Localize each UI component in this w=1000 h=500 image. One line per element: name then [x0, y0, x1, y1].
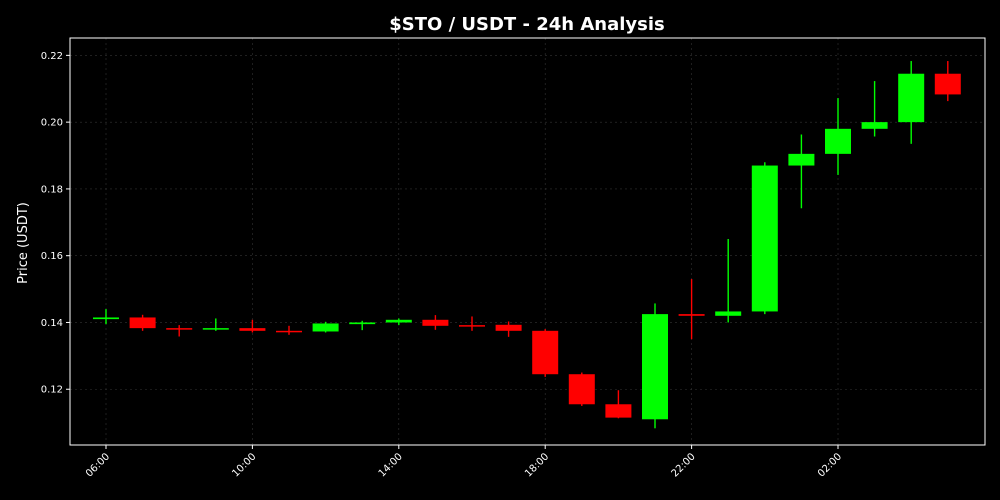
candle-0600	[93, 309, 119, 325]
candle-2300	[715, 238, 742, 323]
candle-1300	[349, 320, 376, 331]
x-axis-ticks: 06:00 10:00 14:00 18:00 22:00 02:00	[84, 445, 844, 480]
candle-body	[202, 328, 229, 330]
candle-0100	[788, 134, 815, 209]
candle-body	[751, 165, 778, 312]
candle-body	[898, 73, 925, 123]
y-tick-label: 0.18	[41, 184, 63, 195]
y-tick-label: 0.12	[41, 385, 63, 396]
candle-0800	[166, 325, 193, 337]
candle-body	[129, 317, 156, 329]
candle-body	[349, 322, 376, 325]
candle-1400	[385, 318, 412, 326]
candle-body	[495, 324, 522, 331]
candle-body	[934, 73, 961, 95]
candle-body	[678, 314, 705, 316]
candle-2100	[642, 303, 668, 429]
x-tick-label: 10:00	[230, 451, 258, 479]
candle-body	[532, 330, 559, 375]
candle-1700	[495, 321, 522, 337]
candle-0000	[751, 162, 778, 315]
candle-body	[93, 317, 119, 320]
candle-0400	[898, 61, 925, 144]
candle-body	[642, 314, 668, 420]
x-tick-label: 14:00	[377, 451, 405, 479]
candle-body	[459, 325, 485, 327]
candle-1100	[276, 325, 302, 335]
y-tick-label: 0.22	[41, 51, 63, 62]
candle-0900	[202, 318, 229, 331]
candle-1800	[532, 329, 559, 377]
candle-body	[166, 328, 193, 330]
y-tick-label: 0.20	[41, 118, 63, 129]
candle-body	[422, 319, 449, 326]
candle-0500	[934, 61, 961, 102]
candle-0200	[825, 98, 851, 175]
y-tick-label: 0.16	[41, 251, 63, 262]
candle-body	[788, 153, 815, 166]
candle-0700	[129, 314, 156, 331]
candle-body	[385, 319, 412, 323]
x-tick-label: 22:00	[670, 451, 698, 479]
candle-body	[605, 404, 632, 418]
candle-0300	[861, 81, 888, 137]
chart-title: $STO / USDT - 24h Analysis	[389, 14, 665, 35]
x-tick-label: 06:00	[84, 451, 112, 479]
candle-body	[861, 122, 888, 129]
y-axis-ticks: 0.12 0.14 0.16 0.18 0.20 0.22	[41, 51, 70, 396]
candle-1000	[239, 319, 266, 333]
candle-1600	[459, 316, 485, 331]
candle-body	[825, 128, 851, 154]
plot-frame	[69, 37, 986, 446]
candle-2000	[605, 390, 632, 419]
candle-2200	[678, 279, 705, 340]
candle-1500	[422, 315, 449, 330]
candle-body	[715, 311, 742, 316]
candles	[93, 61, 961, 429]
candle-1200	[312, 321, 339, 333]
y-axis-label: Price (USDT)	[16, 202, 31, 284]
x-tick-label: 18:00	[523, 451, 551, 479]
y-tick-label: 0.14	[41, 318, 63, 329]
grid-lines	[70, 38, 985, 445]
x-tick-label: 02:00	[816, 451, 844, 479]
candle-body	[312, 323, 339, 332]
candle-body	[239, 328, 266, 331]
candle-body	[276, 330, 302, 333]
candle-1900	[568, 372, 595, 406]
candle-body	[568, 374, 595, 405]
